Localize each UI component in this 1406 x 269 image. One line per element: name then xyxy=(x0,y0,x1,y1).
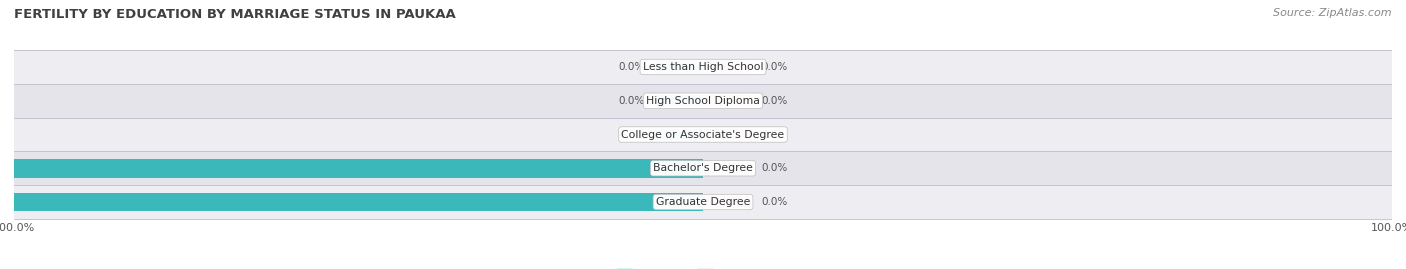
Bar xyxy=(703,196,751,208)
Bar xyxy=(14,159,703,178)
Text: High School Diploma: High School Diploma xyxy=(647,96,759,106)
Text: Graduate Degree: Graduate Degree xyxy=(655,197,751,207)
Text: 0.0%: 0.0% xyxy=(619,96,644,106)
Legend: Married, Unmarried: Married, Unmarried xyxy=(612,264,794,269)
Text: Source: ZipAtlas.com: Source: ZipAtlas.com xyxy=(1274,8,1392,18)
Bar xyxy=(655,196,703,208)
Bar xyxy=(703,95,751,106)
Text: 100.0%: 100.0% xyxy=(0,163,4,173)
Text: 0.0%: 0.0% xyxy=(619,62,644,72)
Bar xyxy=(655,163,703,174)
Bar xyxy=(14,50,1392,84)
Text: 0.0%: 0.0% xyxy=(762,62,787,72)
Text: 0.0%: 0.0% xyxy=(762,129,787,140)
Bar xyxy=(703,129,751,140)
Text: Less than High School: Less than High School xyxy=(643,62,763,72)
Text: College or Associate's Degree: College or Associate's Degree xyxy=(621,129,785,140)
Bar xyxy=(14,84,1392,118)
Bar xyxy=(14,193,703,211)
Bar xyxy=(14,185,1392,219)
Bar xyxy=(703,163,751,174)
Text: 0.0%: 0.0% xyxy=(619,129,644,140)
Text: FERTILITY BY EDUCATION BY MARRIAGE STATUS IN PAUKAA: FERTILITY BY EDUCATION BY MARRIAGE STATU… xyxy=(14,8,456,21)
Text: 100.0%: 100.0% xyxy=(0,197,4,207)
Bar xyxy=(703,61,751,73)
Text: 0.0%: 0.0% xyxy=(762,197,787,207)
Bar xyxy=(14,151,1392,185)
Text: Bachelor's Degree: Bachelor's Degree xyxy=(652,163,754,173)
Bar xyxy=(655,95,703,106)
Text: 0.0%: 0.0% xyxy=(762,163,787,173)
Bar xyxy=(14,118,1392,151)
Bar xyxy=(655,61,703,73)
Text: 0.0%: 0.0% xyxy=(762,96,787,106)
Bar xyxy=(655,129,703,140)
